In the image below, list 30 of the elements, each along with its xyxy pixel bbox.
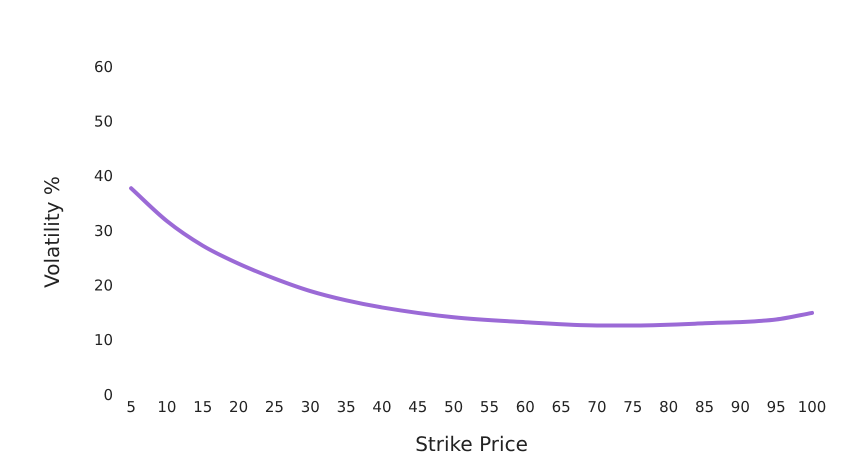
- x-tick-label: 55: [480, 398, 500, 416]
- y-tick-label: 40: [94, 167, 114, 186]
- x-tick-label: 100: [798, 398, 826, 416]
- y-tick-label: 0: [104, 386, 114, 404]
- line-series: [129, 186, 814, 328]
- x-tick-label: 20: [229, 398, 248, 416]
- x-tick-label: 95: [766, 398, 786, 416]
- x-tick-label: 40: [372, 398, 392, 416]
- x-tick-label: 70: [587, 398, 607, 416]
- y-tick-label: 50: [94, 112, 114, 131]
- x-tick-label: 5: [126, 398, 136, 416]
- x-tick-label: 15: [193, 398, 212, 416]
- x-tick-label: 80: [659, 398, 678, 416]
- x-tick-label: 65: [552, 398, 571, 416]
- x-tick-label: 35: [336, 398, 356, 416]
- x-tick-label: 45: [408, 398, 428, 416]
- y-tick-label: 20: [94, 276, 114, 295]
- x-tick-label: 90: [730, 398, 750, 416]
- x-tick-label: 10: [157, 398, 176, 416]
- x-tick-label: 25: [264, 398, 284, 416]
- y-tick-label: 30: [94, 222, 114, 240]
- x-tick-label: 60: [516, 398, 535, 416]
- x-tick-label: 30: [300, 398, 320, 416]
- x-axis-title: Strike Price: [415, 432, 528, 456]
- y-tick-label: 10: [94, 331, 114, 350]
- y-tick-label: 60: [94, 58, 114, 76]
- x-tick-label: 50: [444, 398, 464, 416]
- x-tick-label: 75: [623, 398, 642, 416]
- y-axis-title: Volatility %: [40, 176, 64, 288]
- x-tick-label: 85: [694, 398, 714, 416]
